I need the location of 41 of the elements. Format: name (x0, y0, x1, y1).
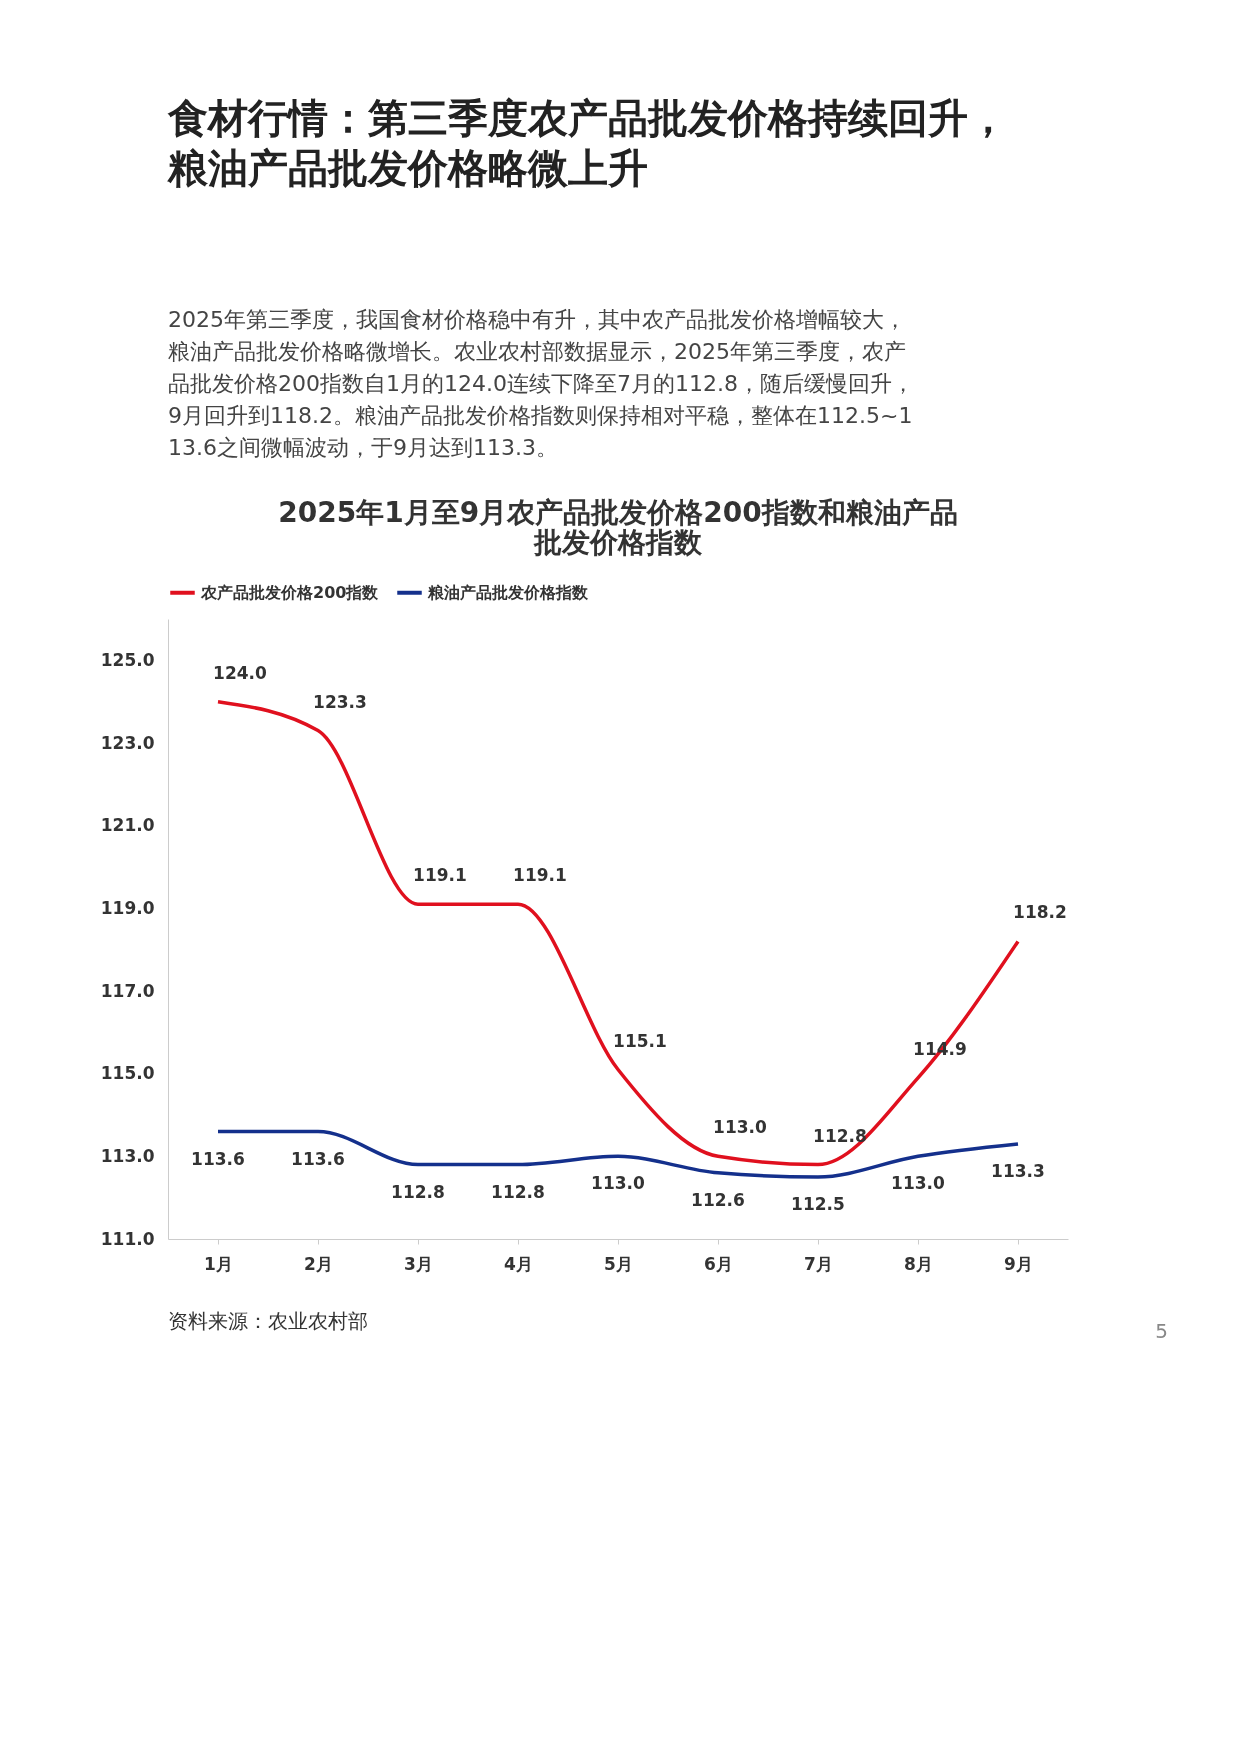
text: 5 (1155, 1319, 1168, 1343)
y-tick-label: 121.0 (100, 815, 155, 836)
data-label: 124.0 (213, 662, 268, 683)
data-label: 115.1 (613, 1030, 667, 1051)
y-tick-label: 117.0 (100, 980, 155, 1001)
data-label: 119.1 (513, 865, 567, 886)
data-label: 112.5 (791, 1194, 845, 1214)
legend-label: 粮油产品批发价格指数 (427, 582, 589, 602)
x-tick-label: 6月 (704, 1253, 733, 1274)
chart-title: 2025年1月至9月农产品批发价格200指数和粮油产品批发价格指数 (278, 496, 958, 559)
data-label: 123.3 (313, 691, 367, 712)
x-tick-label: 4月 (504, 1253, 533, 1274)
data-label: 119.1 (413, 865, 467, 886)
text: 食材行情：第三季度农产品批发价格持续回升，粮油产品批发价格略微上升 (167, 95, 1008, 191)
data-label: 112.8 (813, 1125, 867, 1146)
data-label: 113.0 (891, 1173, 946, 1194)
data-label: 118.2 (1013, 902, 1067, 923)
x-tick-label: 7月 (804, 1253, 833, 1274)
y-tick-label: 123.0 (100, 732, 155, 753)
x-tick-label: 5月 (604, 1253, 633, 1274)
x-tick-label: 2月 (304, 1253, 333, 1274)
data-label: 113.6 (291, 1148, 345, 1169)
data-label: 113.3 (991, 1160, 1045, 1181)
text: 2025年第三季度，我国食材价格稳中有升，其中农产品批发价格增幅较大，粮油产品批发价格略微增长。农业农村部数据显示，2025年第三季度，农产品批发价格200指数自1月的124.0连续下降至7月的112.8，随后缓慢回升，9月回升到118.2。粮油产品批发价格指数则保持相对平稳，整体在112.5~113.6之间微幅波动，于9月达到113.3。 (168, 307, 914, 460)
legend-label: 农产品批发价格200指数 (200, 582, 380, 602)
data-label: 113.0 (713, 1117, 768, 1138)
x-tick-label: 1月 (204, 1253, 233, 1274)
y-tick-label: 111.0 (100, 1228, 155, 1249)
data-label: 113.0 (591, 1173, 646, 1194)
text: 资料来源：农业农村部 (168, 1309, 368, 1333)
x-tick-label: 3月 (404, 1253, 433, 1274)
data-label: 113.6 (191, 1148, 245, 1169)
y-tick-label: 113.0 (100, 1145, 155, 1166)
data-label: 112.8 (491, 1181, 545, 1202)
y-tick-label: 125.0 (100, 649, 155, 670)
x-tick-label: 8月 (904, 1253, 933, 1274)
data-label: 112.8 (391, 1181, 445, 1202)
x-tick-label: 9月 (1004, 1253, 1033, 1274)
y-tick-label: 119.0 (100, 897, 155, 918)
y-tick-label: 115.0 (100, 1063, 155, 1084)
data-label: 112.6 (691, 1189, 745, 1210)
